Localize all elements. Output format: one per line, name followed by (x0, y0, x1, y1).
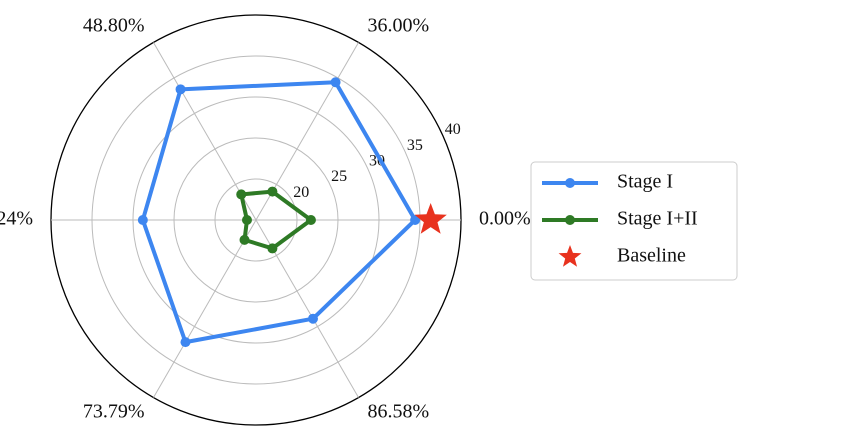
category-label: 86.58% (368, 401, 430, 423)
category-label: 0.00% (479, 208, 531, 230)
r-tick-label: 20 (293, 184, 309, 201)
legend-marker (558, 245, 582, 267)
point (175, 84, 186, 95)
legend-label: Baseline (617, 245, 686, 267)
point (137, 215, 148, 225)
point (267, 243, 278, 254)
point (241, 215, 252, 225)
legend: Stage I Stage I+II Baseline (530, 161, 738, 281)
point (239, 234, 250, 245)
marks (137, 77, 447, 348)
grid: 20 25 30 35 40 0.00% 36.00% 48.80% 67.24% 73.79% 8… (0, 14, 531, 426)
point (267, 186, 278, 197)
point (307, 313, 318, 324)
r-tick-label: 25 (331, 168, 347, 185)
category-label: 48.80% (83, 14, 145, 36)
legend-box (530, 161, 738, 281)
legend-marker (565, 215, 575, 225)
category-label: 73.79% (83, 401, 145, 423)
point (236, 189, 247, 200)
series-line (140, 80, 418, 345)
r-tick-label: 30 (369, 153, 385, 170)
category-label: 36.00% (368, 14, 430, 36)
star-marker (414, 203, 447, 234)
legend-label: Stage I+II (617, 208, 698, 230)
point (180, 337, 191, 348)
legend-marker (565, 178, 575, 188)
point (305, 215, 316, 225)
legend-label: Stage I (617, 171, 673, 193)
spoke (153, 219, 257, 398)
category-label: 67.24% (0, 208, 33, 230)
point (330, 77, 341, 88)
point (410, 215, 421, 225)
r-tick-label: 35 (407, 137, 423, 154)
r-tick-label: 40 (445, 121, 461, 138)
